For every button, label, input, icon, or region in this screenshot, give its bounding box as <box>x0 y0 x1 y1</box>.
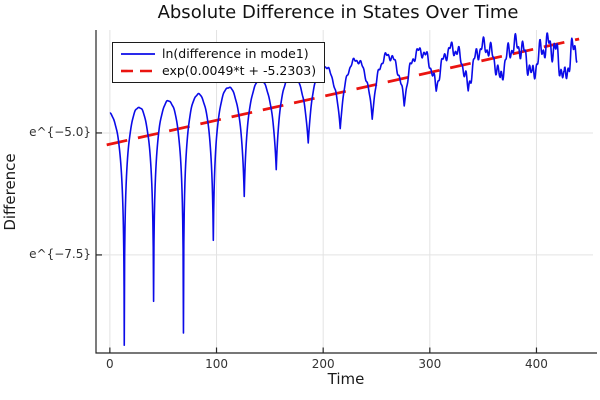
y-tick-label: e^{−5.0} <box>29 124 91 139</box>
x-tick-label: 200 <box>311 357 335 371</box>
fit-line-series <box>106 37 580 147</box>
axis-spines-and-ticks <box>95 30 597 354</box>
x-tick-label: 300 <box>418 357 442 371</box>
x-axis-label: Time <box>327 370 365 388</box>
y-axis-label: Difference <box>1 153 19 231</box>
legend-label-red-series: exp(0.0049*t + -5.2303) <box>162 63 317 78</box>
legend-line-sample-dashed <box>121 69 155 73</box>
chart-title: Absolute Difference in States Over Time <box>157 2 519 23</box>
difference-curve-series <box>109 32 578 346</box>
x-tick-label: 400 <box>525 357 548 371</box>
legend-line-sample-solid <box>121 53 155 55</box>
legend-label-blue-series: ln(difference in mode1) <box>162 46 309 61</box>
y-tick-label: e^{−7.5} <box>29 246 91 261</box>
legend: ln(difference in mode1) exp(0.0049*t + -… <box>112 42 326 83</box>
x-tick-label: 100 <box>205 357 228 371</box>
x-tick-label: 0 <box>106 357 114 371</box>
legend-entry-blue-series: ln(difference in mode1) <box>119 46 316 62</box>
legend-entry-red-series: exp(0.0049*t + -5.2303) <box>119 63 316 79</box>
data-series <box>106 32 580 346</box>
